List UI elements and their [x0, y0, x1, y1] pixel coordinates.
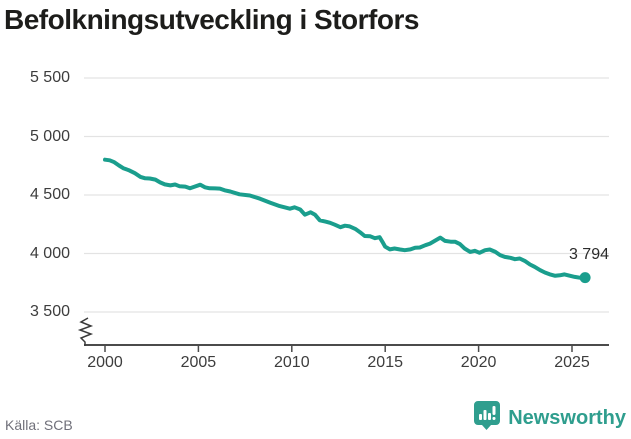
x-tick-label: 2015: [367, 354, 403, 371]
y-tick-label: 5 000: [29, 127, 70, 145]
y-tick-label: 4 500: [29, 186, 70, 203]
y-tick-label: 3 500: [29, 303, 70, 320]
x-tick-label: 2010: [274, 354, 310, 371]
newsworthy-wordmark: Newsworthy: [508, 407, 626, 429]
x-tick-label: 2025: [554, 354, 590, 371]
newsworthy-speech-bubble-bar-chart-icon: [473, 400, 501, 437]
population-line: [103, 157, 588, 280]
end-value-label: 3 794: [568, 246, 609, 263]
end-point-marker: [579, 272, 591, 284]
x-tick-label: 2000: [87, 354, 123, 371]
x-tick-label: 2020: [460, 354, 497, 371]
source-label: Källa: SCB: [5, 417, 73, 433]
axis-break-icon: [77, 317, 94, 346]
newsworthy-logo[interactable]: Newsworthy: [473, 400, 626, 437]
x-tick-label: 2005: [180, 354, 217, 371]
chart-title: Befolkningsutveckling i Storfors: [4, 4, 419, 35]
y-tick-label: 4 000: [29, 244, 70, 262]
y-tick-label: 5 500: [29, 69, 70, 86]
